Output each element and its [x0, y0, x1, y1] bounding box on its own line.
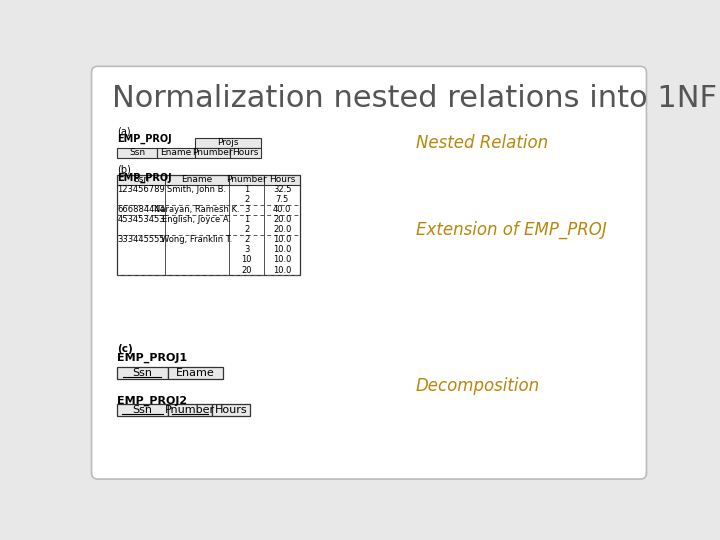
- Text: Decomposition: Decomposition: [415, 377, 539, 395]
- Text: Nested Relation: Nested Relation: [415, 134, 548, 152]
- Text: 10.0: 10.0: [273, 266, 292, 274]
- Text: Wong, Franklin T.: Wong, Franklin T.: [161, 235, 233, 245]
- Bar: [264, 175, 300, 185]
- Bar: [230, 148, 261, 158]
- Text: Smith, John B.: Smith, John B.: [167, 185, 227, 194]
- FancyBboxPatch shape: [91, 66, 647, 479]
- Bar: [229, 175, 264, 185]
- Text: EMP_PROJ2: EMP_PROJ2: [117, 396, 187, 406]
- Text: 10: 10: [241, 255, 252, 265]
- Bar: [117, 175, 300, 275]
- Text: 40.0: 40.0: [273, 205, 292, 214]
- Text: Ename: Ename: [176, 368, 215, 378]
- Text: Extension of EMP_PROJ: Extension of EMP_PROJ: [415, 221, 606, 239]
- Text: 3: 3: [244, 205, 249, 214]
- Text: Narayan, Ramesh K.: Narayan, Ramesh K.: [154, 205, 240, 214]
- Text: Ename: Ename: [161, 148, 192, 158]
- Bar: [168, 367, 223, 379]
- Text: Ssn: Ssn: [132, 368, 153, 378]
- Bar: [165, 175, 229, 185]
- Text: EMP_PROJ: EMP_PROJ: [117, 134, 172, 144]
- Bar: [194, 148, 230, 158]
- Text: 2: 2: [244, 235, 249, 245]
- Text: Ssn: Ssn: [133, 176, 149, 185]
- Bar: [168, 403, 212, 416]
- Text: Pnumber: Pnumber: [192, 148, 233, 158]
- Text: (c): (c): [117, 343, 133, 354]
- Text: Pnumber: Pnumber: [165, 405, 215, 415]
- Text: EMP_PROJ1: EMP_PROJ1: [117, 353, 187, 363]
- Text: 10.0: 10.0: [273, 246, 292, 254]
- Text: 20.0: 20.0: [273, 226, 292, 234]
- Text: English, Joyce A.: English, Joyce A.: [163, 215, 232, 225]
- Bar: [117, 367, 168, 379]
- Text: 3: 3: [244, 246, 249, 254]
- Text: Hours: Hours: [233, 148, 259, 158]
- Bar: [194, 138, 261, 148]
- Text: 1: 1: [244, 185, 249, 194]
- Text: Normalization nested relations into 1NF: Normalization nested relations into 1NF: [112, 84, 716, 113]
- Text: 2: 2: [244, 226, 249, 234]
- Text: (a): (a): [117, 126, 131, 137]
- Text: 333445555: 333445555: [117, 235, 165, 245]
- Text: (b): (b): [117, 165, 131, 175]
- Text: Pnumber: Pnumber: [226, 176, 267, 185]
- Text: Ssn: Ssn: [129, 148, 145, 158]
- Text: EMP_PROJ: EMP_PROJ: [117, 173, 172, 183]
- Text: Ssn: Ssn: [132, 405, 153, 415]
- Bar: [212, 403, 250, 416]
- Text: Hours: Hours: [269, 176, 295, 185]
- Text: 123456789: 123456789: [117, 185, 165, 194]
- Text: Ename: Ename: [181, 176, 212, 185]
- Bar: [117, 148, 158, 158]
- Text: 7.5: 7.5: [276, 195, 289, 205]
- Text: 10.0: 10.0: [273, 235, 292, 245]
- Bar: [117, 403, 168, 416]
- Text: Hours: Hours: [215, 405, 248, 415]
- Text: 32.5: 32.5: [273, 185, 292, 194]
- Text: 20: 20: [241, 266, 252, 274]
- Bar: [117, 175, 165, 185]
- Text: Projs: Projs: [217, 138, 239, 147]
- Text: 453453453: 453453453: [117, 215, 165, 225]
- Text: 666884444: 666884444: [117, 205, 165, 214]
- Text: 2: 2: [244, 195, 249, 205]
- Text: 20.0: 20.0: [273, 215, 292, 225]
- Bar: [158, 148, 194, 158]
- Text: 10.0: 10.0: [273, 255, 292, 265]
- Text: 1: 1: [244, 215, 249, 225]
